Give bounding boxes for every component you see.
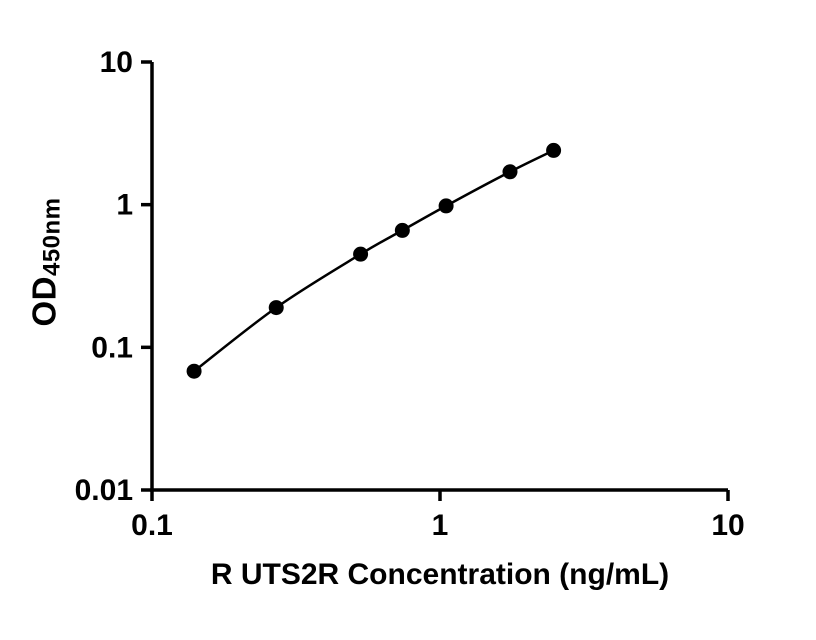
x-axis-title: R UTS2R Concentration (ng/mL) bbox=[210, 558, 670, 591]
data-point bbox=[394, 222, 410, 238]
y-tick-label: 10 bbox=[100, 46, 133, 79]
data-point bbox=[502, 164, 518, 180]
y-tick-label: 0.1 bbox=[91, 331, 133, 364]
y-axis-title-sub: 450nm bbox=[38, 197, 66, 277]
y-tick-label: 1 bbox=[116, 189, 133, 222]
data-point bbox=[268, 300, 284, 316]
y-tick-label: 0.01 bbox=[75, 474, 133, 507]
data-point bbox=[546, 142, 562, 158]
x-tick-label: 0.1 bbox=[131, 509, 173, 542]
fit-curve bbox=[193, 149, 555, 373]
x-tick-label: 1 bbox=[432, 509, 449, 542]
data-point bbox=[353, 246, 369, 262]
data-point bbox=[186, 363, 202, 379]
y-axis-title: OD450nm bbox=[26, 197, 67, 326]
x-tick-label: 10 bbox=[711, 509, 744, 542]
data-point bbox=[438, 198, 454, 214]
y-axis-title-main: OD bbox=[25, 276, 63, 327]
